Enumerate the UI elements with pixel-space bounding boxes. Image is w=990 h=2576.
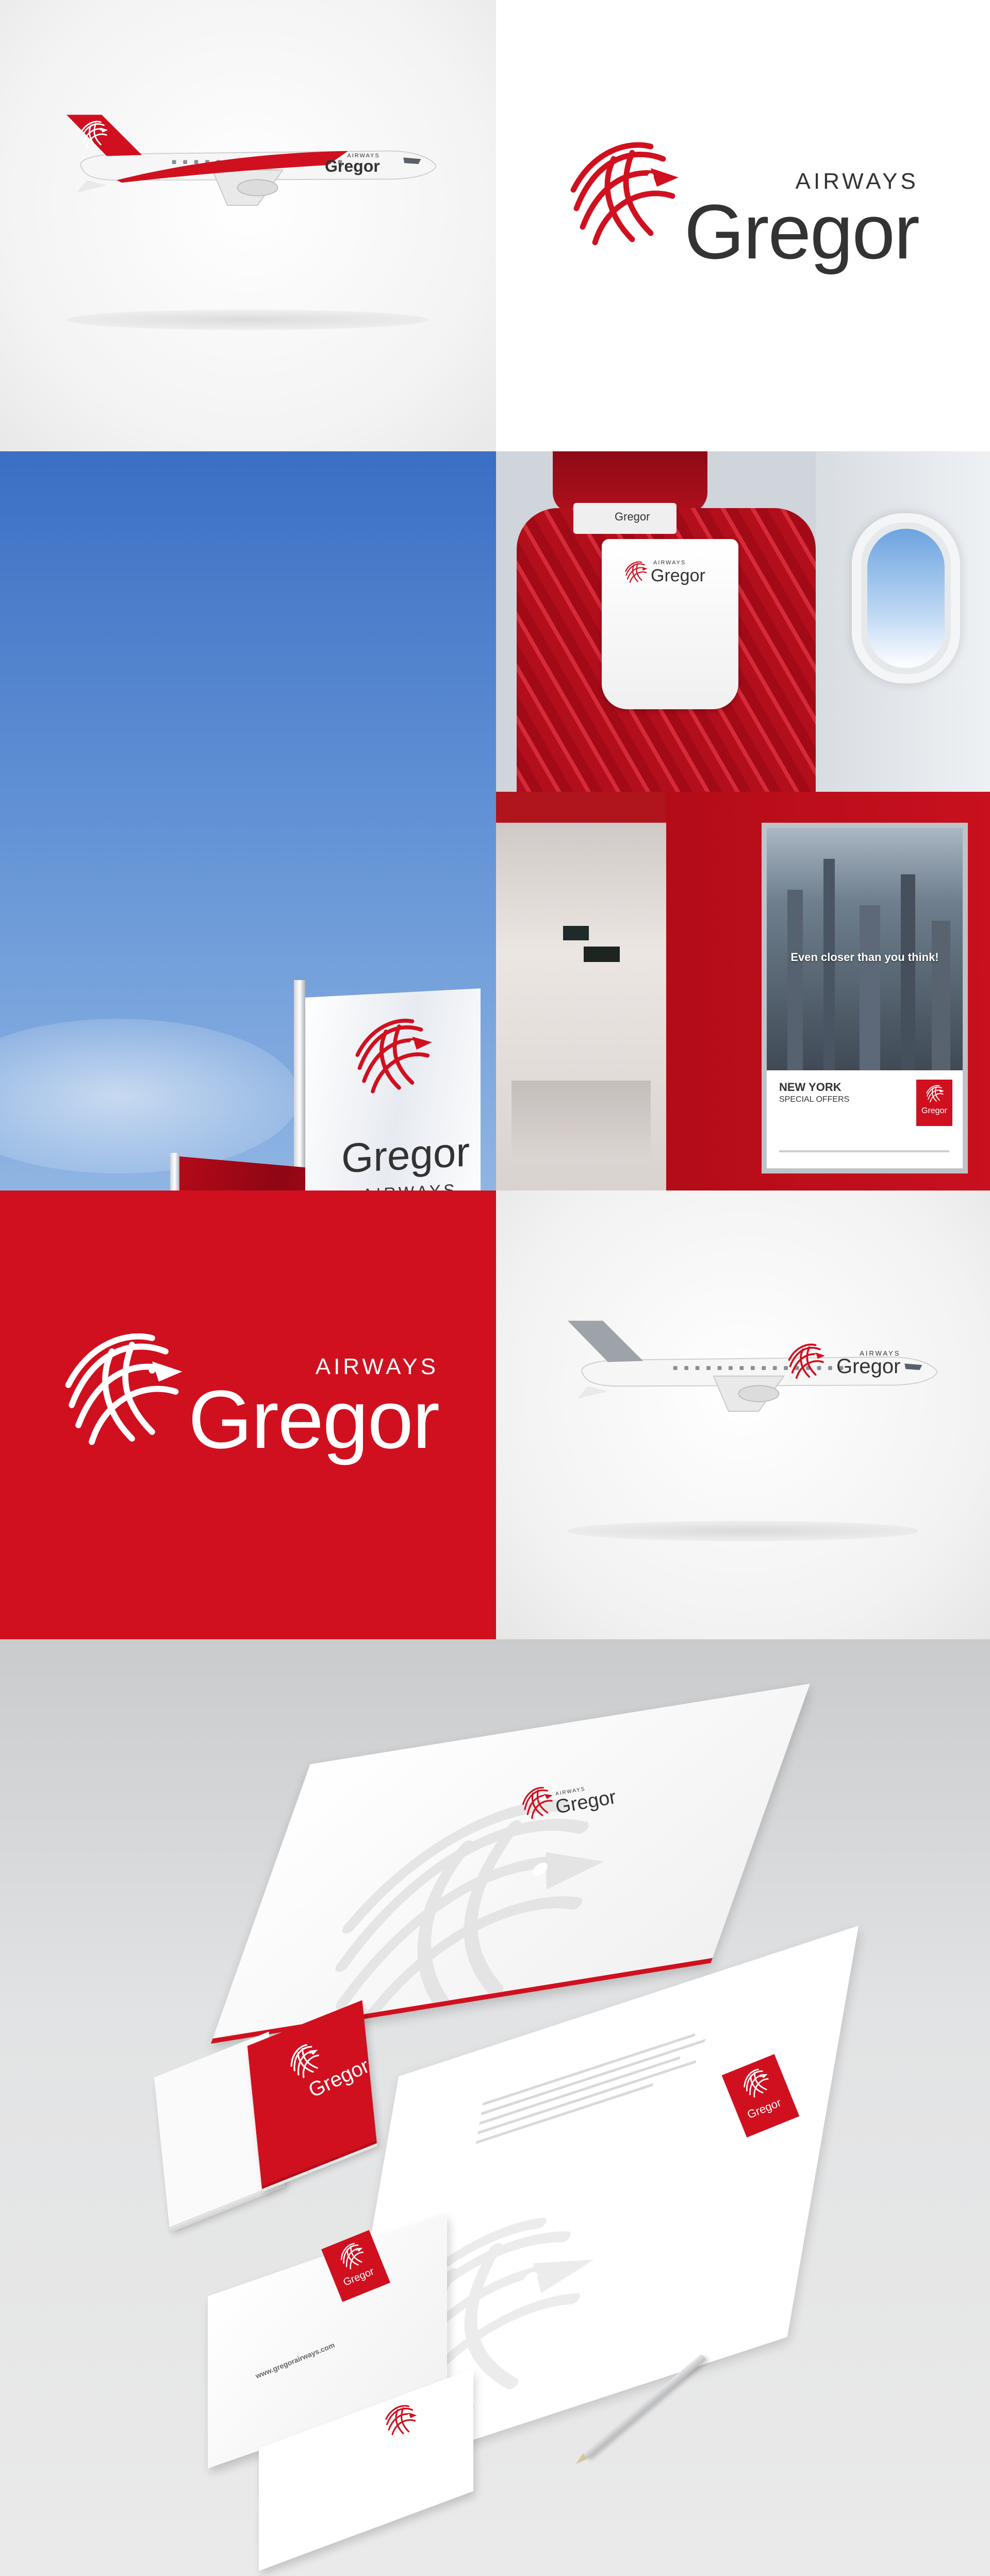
- plane-shadow: [568, 1521, 919, 1541]
- logo-name: Gregor: [684, 188, 920, 275]
- flags-panel: Gregor AIRWAYS Gregor AIRWAYS Gregor AIR…: [0, 451, 496, 1191]
- bird-emblem-icon: [516, 1783, 557, 1824]
- cabin-seat-panel: AIRWAYS Gregor Gregor: [496, 451, 990, 792]
- grey-plane-panel: AIRWAYS Gregor: [496, 1191, 990, 1639]
- city-photo: [767, 828, 963, 1070]
- airport-poster-panel: Even closer than you think! NEW YORK SPE…: [496, 792, 990, 1191]
- poster-fineprint: [779, 1150, 949, 1152]
- stationery-panel: AIRWAYS Gregor Gregor Gregor Gregor www.…: [0, 1639, 990, 2576]
- logo-wordmark-white: AIRWAYS Gregor: [188, 1354, 440, 1465]
- poster-offer: SPECIAL OFFERS: [779, 1095, 850, 1104]
- plane-shadow: [67, 309, 428, 330]
- logo-tag: AIRWAYS: [795, 169, 919, 194]
- terminal-hall: [496, 792, 666, 1191]
- plane-wordmark: AIRWAYS Gregor: [836, 1349, 901, 1378]
- logo-white-panel: AIRWAYS Gregor: [496, 0, 990, 451]
- logo-wordmark: AIRWAYS Gregor: [684, 169, 920, 275]
- flag-pole: [170, 1153, 179, 1191]
- headrest-cover: AIRWAYS Gregor: [602, 539, 738, 709]
- flag-pole: [294, 980, 305, 1191]
- poster-city: NEW YORK: [779, 1081, 842, 1094]
- red-plane-illustration: AIRWAYS Gregor: [46, 103, 449, 227]
- window-icon: [852, 513, 960, 683]
- compliment-card-logo: [382, 2403, 418, 2439]
- bird-emblem-icon: [52, 1319, 186, 1464]
- bird-emblem-icon: [558, 129, 682, 263]
- poster-frame: Even closer than you think! NEW YORK SPE…: [762, 823, 968, 1173]
- headrest-cover-back: Gregor: [573, 503, 676, 534]
- logo-red-panel: AIRWAYS Gregor: [0, 1191, 496, 1639]
- grey-plane-illustration: AIRWAYS Gregor: [548, 1309, 950, 1433]
- flag-white-large: Gregor AIRWAYS: [305, 988, 481, 1191]
- plane-wordmark: AIRWAYS Gregor: [325, 153, 380, 175]
- poster-headline: Even closer than you think!: [790, 951, 939, 964]
- bird-emblem-icon: [736, 2064, 776, 2104]
- cloud: [0, 1019, 299, 1173]
- bird-emblem-icon: [924, 1084, 945, 1104]
- poster: Even closer than you think! NEW YORK SPE…: [767, 828, 963, 1168]
- bird-emblem-icon: [346, 1012, 434, 1104]
- red-plane-panel: AIRWAYS Gregor: [0, 0, 496, 451]
- bird-emblem-icon: [622, 560, 648, 585]
- poster-logo-badge: Gregor: [916, 1080, 952, 1126]
